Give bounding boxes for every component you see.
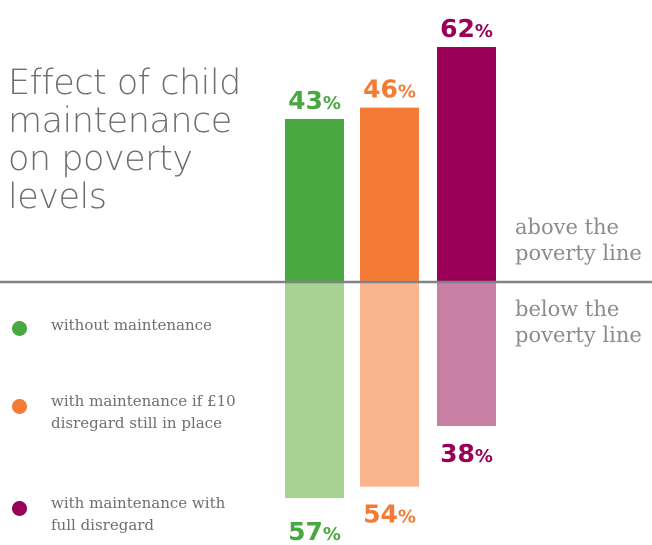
bar-below-with-full-disregard [437, 282, 496, 427]
chart-title: Effect of child maintenance on poverty l… [8, 63, 241, 217]
value-label-below-with-10-disregard: 54% [363, 500, 416, 529]
legend-label: without maintenance [51, 316, 212, 334]
value-label-above-without-maintenance: 43% [288, 86, 341, 115]
above-poverty-line-label: above the poverty line [515, 215, 642, 265]
value-label-above-with-full-disregard: 62% [440, 14, 493, 43]
legend-label: with maintenance with full disregard [51, 494, 226, 534]
value-label-below-with-full-disregard: 38% [440, 439, 493, 468]
legend-dot-purple [12, 501, 27, 516]
legend-dot-green [12, 321, 27, 336]
bar-below-without-maintenance [285, 282, 344, 499]
below-bars-group [285, 282, 496, 499]
below-poverty-line-label: below the poverty line [515, 297, 642, 347]
value-label-below-without-maintenance: 57% [288, 517, 341, 545]
above-bars-group [285, 47, 496, 282]
bar-above-with-full-disregard [437, 47, 496, 282]
bar-above-without-maintenance [285, 119, 344, 282]
legend-dot-orange [12, 399, 27, 414]
value-label-above-with-10-disregard: 46% [363, 75, 416, 104]
bar-below-with-10-disregard [360, 282, 419, 487]
legend-label: with maintenance if £10 disregard still … [51, 392, 236, 432]
bar-above-with-10-disregard [360, 107, 419, 282]
